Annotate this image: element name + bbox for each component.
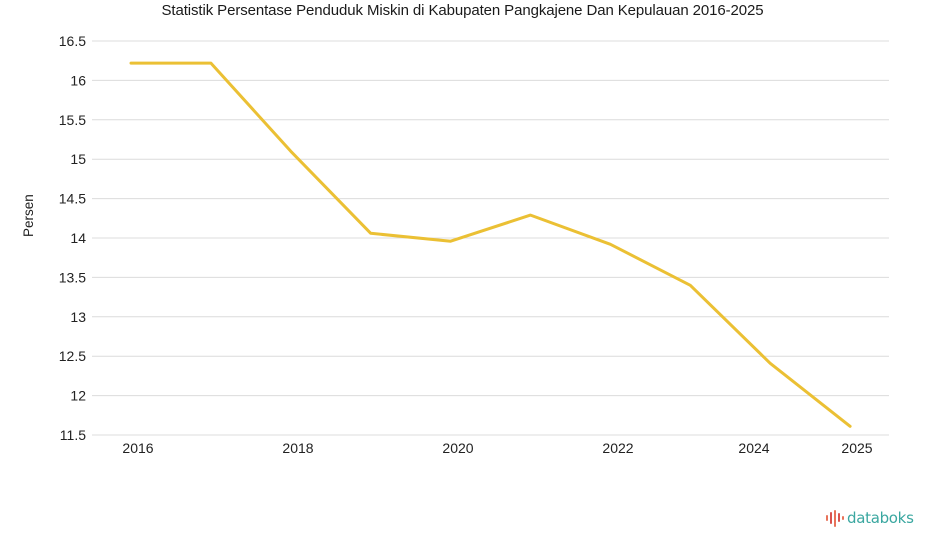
y-tick-label: 13	[70, 309, 86, 325]
gridlines	[92, 40, 889, 436]
y-tick-label: 12	[70, 388, 86, 404]
y-tick-label: 14.5	[59, 191, 86, 207]
data-line	[129, 61, 852, 428]
x-tick-label: 2016	[122, 440, 153, 456]
y-tick-label: 16.5	[59, 33, 86, 49]
y-tick-label: 15	[70, 151, 86, 167]
x-tick-label: 2020	[442, 440, 473, 456]
y-tick-label: 15.5	[59, 112, 86, 128]
y-axis-ticks: 16.5 16 15.5 15 14.5 14 13.5 13 12.5 12 11.5	[59, 33, 86, 443]
chart-title: Statistik Persentase Penduduk Miskin di …	[161, 2, 764, 19]
databoks-logo: databoks	[825, 509, 914, 527]
y-tick-label: 11.5	[60, 427, 86, 443]
x-tick-label: 2025	[841, 440, 872, 456]
y-tick-label: 13.5	[59, 269, 86, 285]
x-tick-label: 2022	[602, 440, 633, 456]
x-tick-label: 2018	[282, 440, 313, 456]
bar-wave-icon	[826, 510, 844, 527]
y-tick-label: 14	[70, 230, 86, 246]
y-tick-label: 12.5	[59, 348, 86, 364]
x-tick-label: 2024	[738, 440, 769, 456]
x-axis-ticks: 2016 2018 2020 2022 2024 2025	[122, 440, 872, 456]
brand-name: databoks	[847, 509, 914, 527]
y-tick-label: 16	[70, 72, 86, 88]
